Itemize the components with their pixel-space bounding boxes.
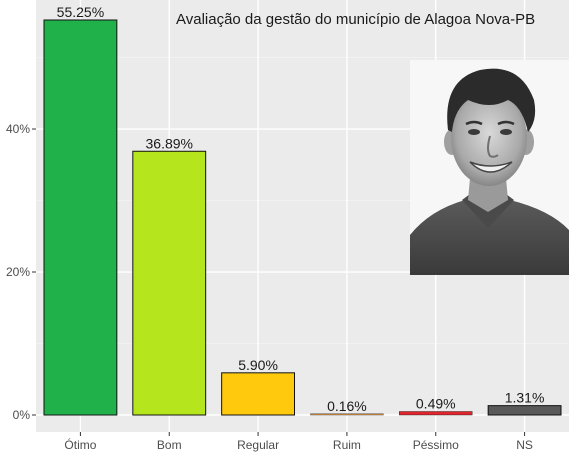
bars — [43, 19, 562, 416]
bar-pessimo — [399, 411, 473, 416]
bar-ns — [487, 405, 562, 416]
y-tick-label: 40% — [6, 122, 30, 136]
y-axis-ticks: 0% 20% 40% — [6, 122, 36, 422]
bar-value-label: 36.89% — [146, 135, 193, 151]
bar-bom — [132, 150, 207, 416]
x-tick-label: Ótimo — [64, 437, 96, 452]
x-tick-label: Péssimo — [413, 438, 459, 452]
x-axis-ticks: Ótimo Bom Regular Ruim Péssimo NS — [64, 432, 533, 452]
mayor-portrait — [410, 60, 569, 275]
x-tick-label: Ruim — [333, 438, 361, 452]
chart-title: Avaliação da gestão do município de Alag… — [176, 11, 535, 28]
y-tick-label: 20% — [6, 265, 30, 279]
x-tick-label: Regular — [237, 438, 279, 452]
bar-value-label: 0.16% — [327, 398, 367, 414]
x-tick-label: Bom — [157, 438, 182, 452]
bar-value-label: 1.31% — [505, 390, 545, 406]
bar-value-labels: 55.25% 36.89% 5.90% 0.16% 0.49% 1.31% — [57, 4, 545, 414]
bar-regular — [221, 372, 296, 416]
bar-value-label: 5.90% — [238, 357, 278, 373]
x-tick-label: NS — [516, 438, 533, 452]
y-tick-label: 0% — [13, 408, 31, 422]
bar-value-label: 55.25% — [57, 4, 104, 20]
bar-ruim — [310, 413, 384, 416]
bar-value-label: 0.49% — [416, 395, 456, 411]
bar-otimo — [43, 19, 118, 416]
